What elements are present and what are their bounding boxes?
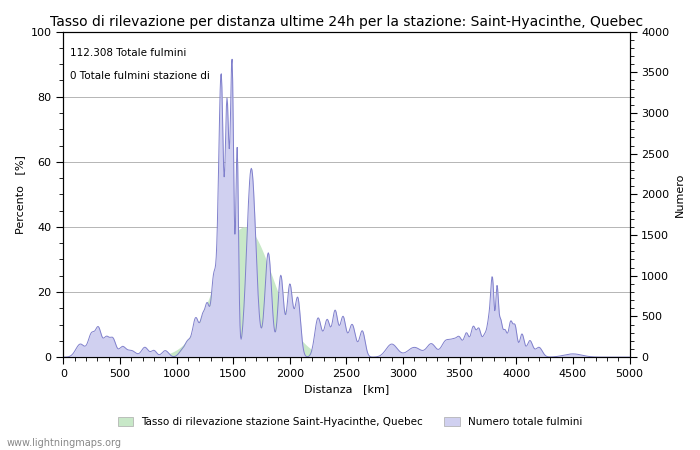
Text: 112.308 Totale fulmini: 112.308 Totale fulmini	[70, 48, 186, 58]
Legend: Tasso di rilevazione stazione Saint-Hyacinthe, Quebec, Numero totale fulmini: Tasso di rilevazione stazione Saint-Hyac…	[113, 413, 587, 431]
Y-axis label: Percento   [%]: Percento [%]	[15, 155, 25, 234]
Title: Tasso di rilevazione per distanza ultime 24h per la stazione: Saint-Hyacinthe, Q: Tasso di rilevazione per distanza ultime…	[50, 15, 643, 29]
Y-axis label: Numero: Numero	[675, 172, 685, 216]
X-axis label: Distanza   [km]: Distanza [km]	[304, 384, 389, 395]
Text: 0 Totale fulmini stazione di: 0 Totale fulmini stazione di	[70, 71, 210, 81]
Text: www.lightningmaps.org: www.lightningmaps.org	[7, 438, 122, 448]
